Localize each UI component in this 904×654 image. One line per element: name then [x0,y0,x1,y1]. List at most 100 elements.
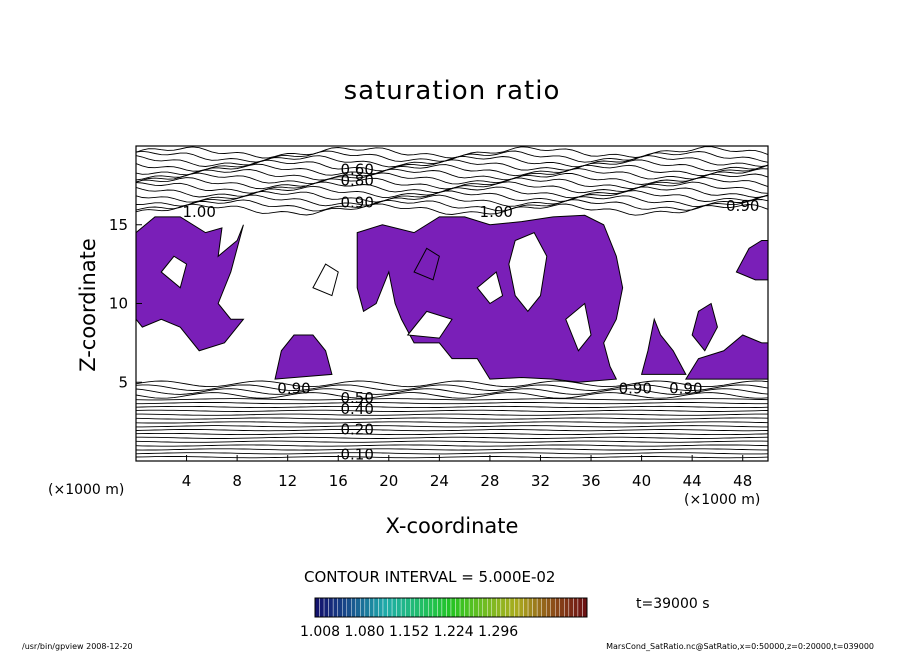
y-tick-label-1: 10 [109,295,128,313]
subsaturated-hole-0 [160,255,188,289]
x-tick-label-4: 20 [379,472,398,490]
upper-contour-line-4 [135,163,769,177]
colorbar-cell-36 [478,597,483,618]
colorbar-cell-12 [369,597,375,618]
colorbar-cell-24 [423,597,429,618]
colorbar-cell-11 [364,597,370,618]
upper-contour-line-0 [135,146,769,159]
colorbar-cell-23 [419,597,424,618]
colorbar-cell-16 [387,597,393,618]
lower-contour-line-0 [135,380,769,388]
colorbar-cell-21 [410,597,415,618]
colorbar-cell-32 [459,597,465,618]
x-tick-label-5: 24 [430,472,449,490]
x-unit-label-right: (×1000 m) [684,492,761,508]
colorbar-cell-9 [355,597,361,618]
contour-label-11: 0.20 [340,421,373,439]
colorbar-cell-49 [536,597,542,618]
colorbar-cell-54 [559,597,565,618]
subsaturated-hole-3 [565,302,592,352]
lower-contour-line-6 [135,405,769,409]
upper-contour-line-9 [135,185,769,199]
lower-contour-line-15 [135,440,769,443]
colorbar-cell-51 [546,597,551,618]
lower-contour-line-10 [135,421,769,424]
footer-right: MarsCond_SatRatio.nc@SatRatio,x=0:50000,… [606,642,874,651]
footer-left: /usr/bin/gpview 2008-12-20 [22,642,133,651]
time-label: t=39000 s [636,596,710,612]
colorbar-cell-10 [360,597,366,618]
colorbar-cell-17 [391,597,397,618]
colorbar-cell-5 [337,597,343,618]
colorbar-cell-33 [464,597,470,618]
contour-label-4: 1.00 [480,203,513,221]
colorbar-frame [314,597,588,618]
contour-label-0: 0.60 [340,161,373,179]
upper-contour-line-3 [135,159,769,172]
subsaturated-hole-1 [312,263,339,297]
lower-contour-line-13 [135,432,769,436]
colorbar-cell-0 [314,597,320,618]
colorbar-cell-18 [396,597,402,618]
upper-contour-line-11 [135,194,769,208]
contour-interval-label: CONTOUR INTERVAL = 5.000E-02 [304,568,556,586]
colorbar-cell-43 [509,597,515,618]
colorbar-cell-27 [437,597,443,618]
colorbar-cell-26 [432,597,438,618]
colorbar-cell-40 [496,597,502,618]
upper-contour-line-1 [135,150,769,163]
x-tick-label-0: 4 [182,472,192,490]
subsaturated-hole-2 [508,231,548,313]
colorbar-cell-3 [328,597,334,618]
x-tick-label-8: 36 [581,472,600,490]
colorbar-tick-labels: 1.008 1.080 1.152 1.224 1.296 [300,624,519,640]
chart-title: saturation ratio [343,76,561,106]
lower-contour-line-12 [135,429,769,432]
contour-label-3: 1.00 [182,203,215,221]
upper-contour-line-6 [135,172,769,185]
colorbar-cell-48 [532,597,538,618]
subsaturated-hole-4 [406,310,453,339]
colorbar-cell-4 [332,597,338,618]
y-tick-label-0: 5 [118,373,128,391]
contour-label-6: 0.90 [277,380,310,398]
supersaturated-region-3 [640,317,687,375]
colorbar-cell-42 [505,597,511,618]
lower-contour-line-5 [136,402,768,405]
colorbar-cell-34 [468,597,474,618]
upper-contour-line-5 [135,168,769,181]
supersaturated-region-1 [274,334,333,380]
colorbar-cell-39 [491,597,497,618]
colorbar-cell-58 [577,597,583,618]
upper-contour-line-7 [135,176,769,190]
lower-contour-line-7 [135,409,769,412]
x-axis-label: X-coordinate [385,514,519,538]
colorbar-cell-15 [382,597,388,618]
contour-label-10: 0.40 [340,400,373,418]
colorbar-cell-14 [378,597,384,618]
contour-label-2: 0.90 [340,194,373,212]
colorbar-cell-38 [487,597,492,618]
lower-contour-line-16 [135,444,769,447]
colorbar-cell-7 [346,597,352,618]
lower-contour-line-19 [135,456,769,459]
colorbar-cell-55 [564,597,570,618]
colorbar-cell-13 [373,597,379,618]
supersaturated-region-0 [135,216,245,352]
colorbar-cell-46 [523,597,529,618]
supersaturated-region-4 [691,302,718,352]
supersaturated-region-6 [735,240,769,281]
x-tick-label-7: 32 [531,472,550,490]
colorbar-cell-28 [441,597,447,618]
lower-contour-line-9 [135,417,769,420]
lower-contour-line-17 [135,448,769,451]
colorbar-cell-19 [400,597,406,618]
colorbar-cell-56 [568,597,574,618]
colorbar-cell-59 [582,597,588,618]
lower-contour-line-14 [136,436,769,439]
colorbar-cell-6 [342,597,347,618]
colorbar-cell-53 [555,597,560,618]
colorbar-cell-1 [319,597,325,618]
colorbar-cell-30 [450,597,456,618]
